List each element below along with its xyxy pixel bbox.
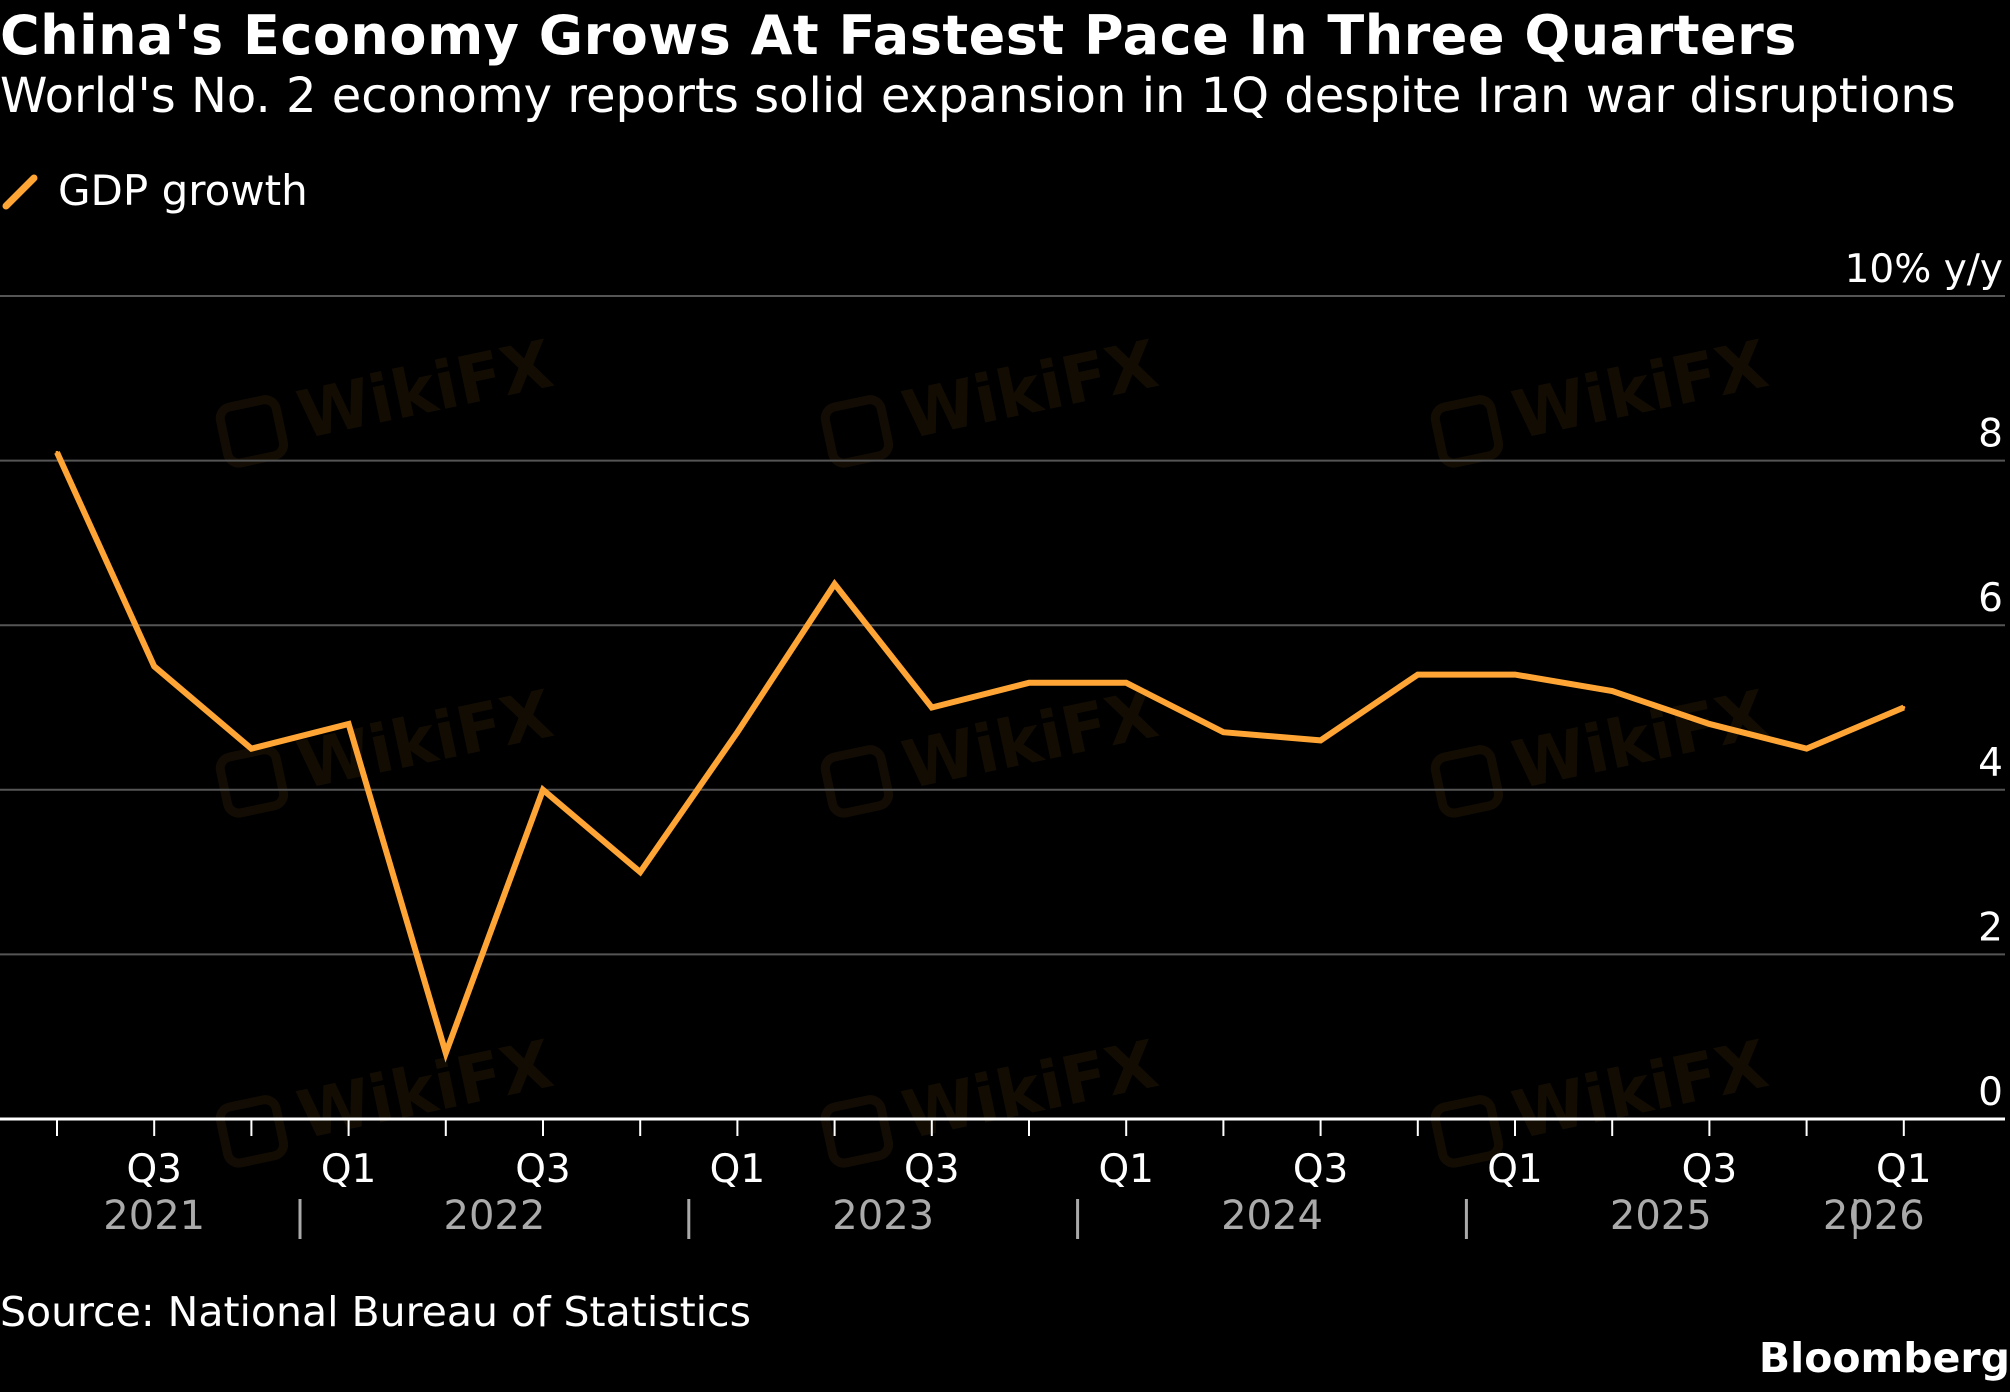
x-tick-label: Q3 [1293, 1147, 1349, 1192]
gridlines [0, 295, 2005, 956]
year-label: 2026 [1823, 1193, 1925, 1239]
data-point [1124, 681, 1128, 685]
legend-label: GDP growth [58, 165, 308, 215]
data-point [1610, 689, 1614, 693]
series-line-gdp-growth [54, 451, 1905, 1063]
y-tick-label: 4 [1978, 741, 2003, 786]
data-point [1319, 738, 1323, 742]
year-label: 2024 [1221, 1193, 1323, 1239]
x-tick-label: Q1 [710, 1147, 766, 1192]
data-point [1221, 730, 1225, 734]
x-tick-label: Q1 [1876, 1147, 1932, 1192]
year-label: 2022 [444, 1193, 546, 1239]
legend-swatch-icon [2, 174, 38, 210]
data-point [735, 730, 739, 734]
y-tick-label: 0 [1978, 1070, 2003, 1115]
x-tick-label: Q3 [904, 1147, 960, 1192]
x-tick-label: Q3 [126, 1147, 182, 1192]
x-tick-label: Q1 [1487, 1147, 1543, 1192]
data-point [1902, 706, 1906, 709]
data-point [444, 1051, 448, 1055]
y-tick-label: 8 [1978, 412, 2003, 457]
bloomberg-logo: Bloomberg [1758, 1334, 2010, 1382]
data-point [249, 747, 253, 751]
year-label: 2025 [1610, 1193, 1712, 1239]
chart-title: China's Economy Grows At Fastest Pace In… [0, 4, 1797, 67]
y-tick-label: 6 [1978, 576, 2003, 621]
y-tick-label: 10% y/y [1845, 247, 2003, 292]
data-point [638, 870, 642, 874]
data-point [930, 706, 934, 709]
y-tick-label: 2 [1978, 905, 2003, 950]
legend: GDP growth [0, 162, 308, 218]
x-tick-label: Q1 [1098, 1147, 1154, 1192]
data-point [1805, 747, 1809, 751]
data-point [152, 664, 156, 668]
year-label: 2023 [832, 1193, 934, 1239]
data-point [541, 788, 545, 792]
chart-subtitle: World's No. 2 economy reports solid expa… [0, 68, 1956, 124]
data-point [55, 450, 59, 454]
data-point [1027, 681, 1031, 685]
data-point [1416, 673, 1420, 677]
year-label: 2021 [103, 1193, 205, 1239]
y-axis-labels: 0 2 4 6 8 10% y/y [1845, 247, 2003, 1115]
data-point [347, 722, 351, 726]
data-point [1513, 673, 1517, 677]
x-axis: Q3 Q1 Q3 Q1 Q3 Q1 Q3 Q1 Q3 Q1 2021 2022 2023 2024 2025… [0, 1117, 2005, 1239]
x-tick-label: Q3 [515, 1147, 571, 1192]
x-tick-label: Q1 [321, 1147, 377, 1192]
data-point [1707, 722, 1711, 726]
series-layer [54, 450, 1906, 1063]
x-tick-label: Q3 [1682, 1147, 1738, 1192]
source-note: Source: National Bureau of Statistics [0, 1288, 751, 1336]
data-point [833, 582, 837, 586]
